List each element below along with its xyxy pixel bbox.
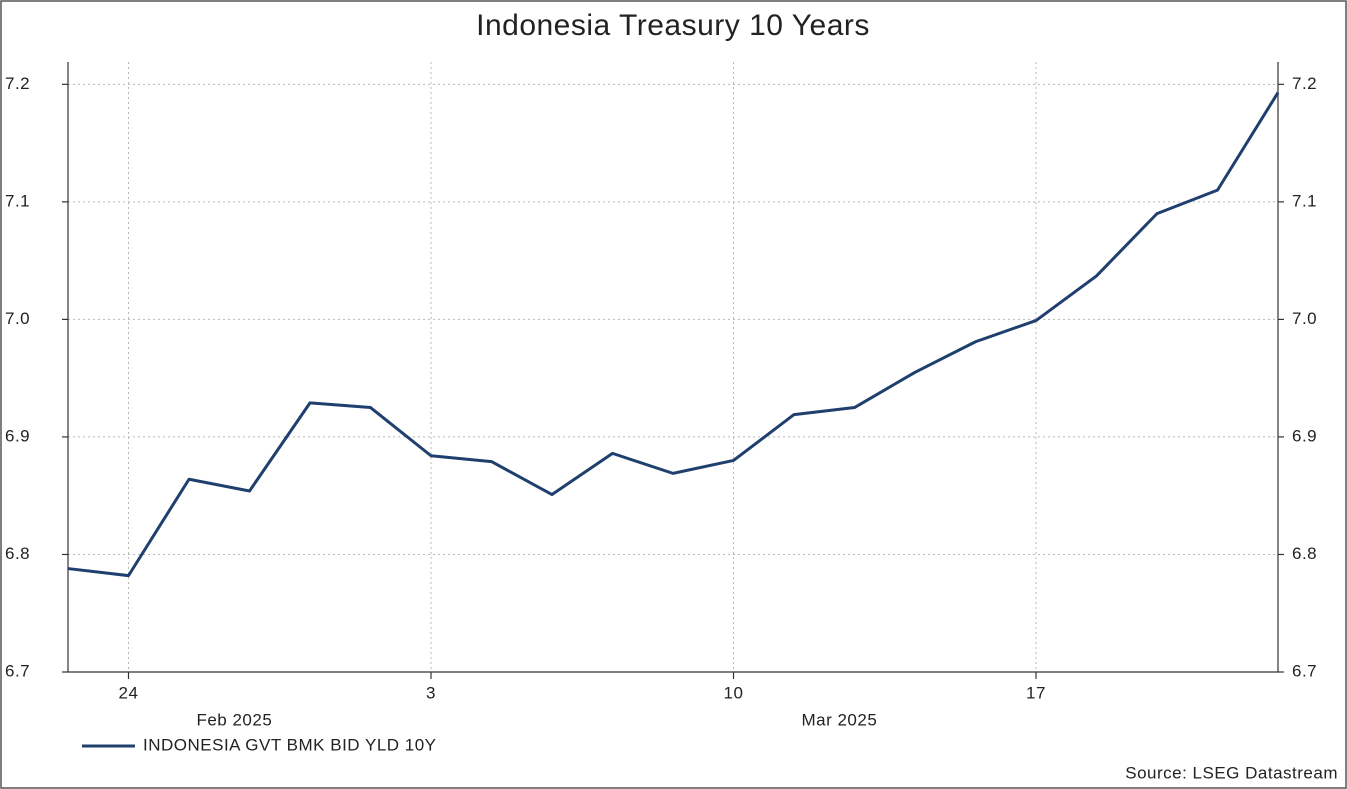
y2-tick-label: 7.2 — [1292, 74, 1317, 93]
month-label: Mar 2025 — [801, 710, 877, 729]
y2-tick-label: 6.7 — [1292, 661, 1317, 680]
y-tick-label: 7.0 — [5, 309, 30, 328]
series-line — [67, 91, 1280, 578]
y2-tick-label: 6.9 — [1292, 426, 1317, 445]
y-tick-label: 6.8 — [5, 544, 30, 563]
y2-tick-label: 6.8 — [1292, 544, 1317, 563]
x-tick-label: 17 — [1026, 683, 1046, 702]
y-tick-label: 6.7 — [5, 661, 30, 680]
y2-tick-label: 7.0 — [1292, 309, 1317, 328]
x-tick-label: 3 — [426, 683, 436, 702]
y-tick-label: 7.1 — [5, 191, 30, 210]
chart-title: Indonesia Treasury 10 Years — [476, 9, 870, 42]
month-label: Feb 2025 — [196, 710, 272, 729]
y-tick-label: 6.9 — [5, 426, 30, 445]
y-tick-label: 7.2 — [5, 74, 30, 93]
legend-label: INDONESIA GVT BMK BID YLD 10Y — [143, 735, 437, 754]
x-tick-label: 24 — [119, 683, 139, 702]
x-tick-label: 10 — [724, 683, 744, 702]
y2-tick-label: 7.1 — [1292, 191, 1317, 210]
source: Source: LSEG Datastream — [1125, 763, 1338, 782]
